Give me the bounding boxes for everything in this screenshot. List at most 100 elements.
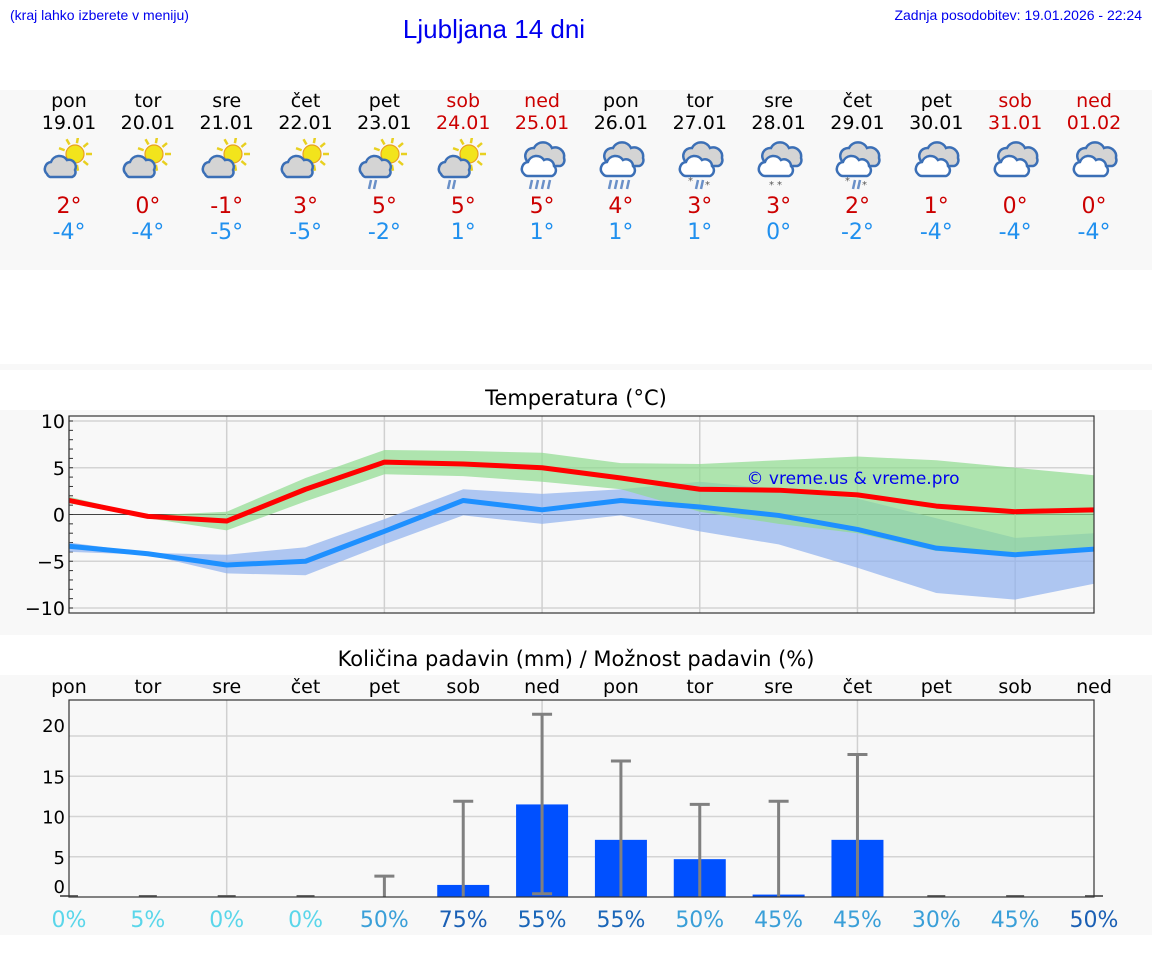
- rain-drop: [528, 179, 534, 190]
- rain-drop: [534, 179, 540, 190]
- precipitation-probability: 0%: [52, 908, 87, 933]
- plot-area: [69, 700, 1094, 897]
- cloud-shape: [437, 154, 472, 179]
- sun-ray: [144, 138, 150, 146]
- temperature-chart: 10 5 0 −5 −10 © vreme.us & vreme.pro: [25, 411, 1095, 620]
- cloud-shape: [43, 154, 78, 179]
- x-category-label: ned: [524, 676, 560, 698]
- sun-ray: [75, 137, 80, 144]
- sun-ray: [216, 147, 223, 152]
- x-category-label: pet: [921, 676, 952, 698]
- x-category-label: ned: [1076, 676, 1112, 698]
- day-column: sre 28.01 * * 3° 0°: [739, 90, 819, 246]
- sun-ray: [233, 137, 237, 144]
- day-name: sre: [764, 90, 794, 112]
- sun-cloud-icon: [120, 137, 176, 190]
- snowflake: *: [845, 176, 850, 187]
- day-date: 30.01: [909, 112, 964, 134]
- day-name: tor: [134, 90, 162, 112]
- snowflake: *: [862, 180, 867, 190]
- day-column: sre 21.01 -1° -5°: [187, 90, 267, 246]
- precipitation-probability: 50%: [675, 908, 724, 933]
- day-date: 21.01: [199, 112, 254, 134]
- day-column: sob 24.01 5° 1°: [423, 90, 503, 246]
- y-tick-label: 5: [53, 458, 65, 480]
- divider: [0, 364, 1152, 370]
- cloud-front-shape: [914, 154, 952, 178]
- sun-ray: [476, 142, 484, 148]
- sun-ray: [65, 138, 71, 146]
- day-column: pon 19.01 2° -4°: [29, 90, 109, 246]
- snowflake: *: [705, 180, 710, 190]
- clouds-icon: [908, 138, 964, 190]
- min-temperature: 1°: [608, 220, 634, 245]
- day-date: 28.01: [751, 112, 806, 134]
- day-column: ned 25.01 5° 1°: [502, 90, 582, 246]
- cloud-front-shape: [836, 154, 873, 178]
- y-tick-label: 20: [42, 716, 65, 737]
- day-column: tor 20.01 0° -4°: [108, 90, 188, 246]
- day-name: pet: [368, 90, 400, 112]
- cloud-front-shape: [1072, 154, 1110, 178]
- max-temperature: 2°: [844, 194, 870, 219]
- day-name: tor: [686, 90, 714, 112]
- x-category-label: tor: [134, 676, 161, 698]
- day-date: 25.01: [514, 112, 570, 134]
- sun-ray: [380, 138, 386, 146]
- day-column: sob 31.01 0° -4°: [975, 90, 1055, 246]
- day-column: čet 29.01 * * 2° -2°: [817, 90, 897, 246]
- rain-drop: [540, 179, 546, 190]
- sun-ray: [452, 147, 460, 152]
- min-temperature-line: [68, 497, 1095, 568]
- min-temperature: -4°: [131, 220, 165, 245]
- sun-cloud-icon: [41, 137, 97, 190]
- sun-ray: [295, 147, 302, 152]
- plot-frame: [68, 415, 1095, 614]
- sun-cloud-icon: [278, 137, 334, 190]
- y-tick-label: 0: [54, 877, 65, 898]
- snowflake: *: [777, 180, 782, 190]
- min-temperature: -2°: [840, 220, 874, 245]
- sun-cloud-rain-icon: [435, 137, 491, 190]
- rain-drop: [619, 179, 625, 190]
- max-temperature: 3°: [687, 194, 713, 219]
- min-temperature: 1°: [529, 220, 555, 245]
- precipitation-probability: 45%: [991, 908, 1040, 933]
- snowflake: *: [769, 180, 774, 190]
- max-temperature: 0°: [1002, 194, 1028, 219]
- day-date: 01.02: [1066, 112, 1122, 134]
- rain-drop: [625, 179, 631, 190]
- x-category-label: sre: [212, 676, 241, 698]
- max-temperature: 1°: [923, 194, 949, 219]
- max-temperature-line: [68, 459, 1095, 524]
- sun-ray: [240, 160, 247, 166]
- cloud-snow-icon: * *: [751, 138, 807, 191]
- rain-drop: [451, 179, 457, 190]
- min-temperature: 1°: [687, 220, 713, 245]
- max-temperature: 5°: [529, 194, 555, 219]
- x-category-label: sob: [446, 676, 480, 698]
- precipitation-probability: 30%: [912, 908, 961, 933]
- max-temperature: 5°: [450, 194, 476, 219]
- day-name: ned: [1076, 90, 1112, 112]
- sun-ray: [161, 142, 168, 148]
- day-name: ned: [524, 90, 560, 112]
- last-updated: Zadnja posodobitev: 19.01.2026 - 22:24: [894, 7, 1142, 23]
- rain-drop: [613, 179, 619, 190]
- day-date: 31.01: [987, 112, 1043, 134]
- day-name: sre: [212, 90, 242, 112]
- sun-ray: [373, 147, 381, 152]
- max-temperature: 0°: [1081, 194, 1107, 219]
- max-temperature: 3°: [766, 194, 792, 219]
- x-category-label: pet: [369, 676, 400, 698]
- precipitation-probability: 45%: [833, 908, 882, 933]
- cloud-sleet-icon: * *: [672, 138, 728, 191]
- precipitation-probability: 0%: [288, 908, 323, 933]
- sun-cloud-icon: [199, 137, 255, 190]
- precipitation-probability: 75%: [439, 908, 488, 933]
- cloud-shape: [280, 154, 314, 179]
- precipitation-probability: 45%: [754, 908, 803, 933]
- day-column: pet 23.01 5° -2°: [344, 90, 424, 246]
- min-temperature: -2°: [367, 220, 401, 245]
- x-category-label: pon: [51, 676, 87, 698]
